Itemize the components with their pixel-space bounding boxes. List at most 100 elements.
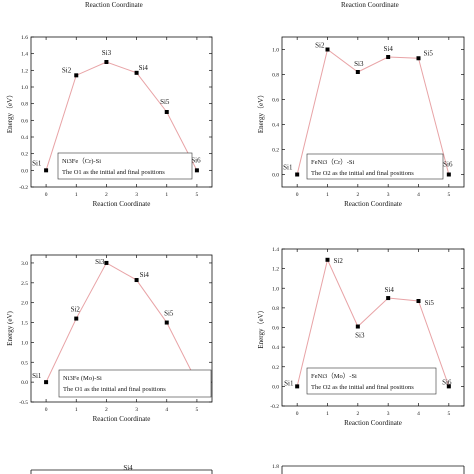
point-label: Si1 — [32, 372, 42, 380]
plot-frame — [281, 36, 465, 188]
y-axis-label: Energy（eV） — [6, 91, 14, 133]
y-tick-label: 1.5 — [21, 321, 28, 327]
y-axis-label: Energy (eV) — [6, 311, 14, 346]
x-tick-label: 1 — [75, 407, 78, 413]
legend-subtitle: The O1 as the initial and final position… — [62, 169, 165, 176]
point-label: Si1 — [32, 159, 42, 167]
legend-box — [306, 367, 437, 395]
x-tick-label: 3 — [135, 407, 138, 413]
data-point — [446, 384, 451, 389]
y-tick-label: 2.5 — [21, 281, 28, 287]
y-tick-label: 1.0 — [272, 48, 279, 54]
point-label: Si3 — [354, 60, 364, 68]
legend-title: Ni3Fe (Mo)-Si — [63, 375, 102, 382]
y-axis-label: Energy（eV） — [257, 306, 265, 348]
x-axis-label: Reaction Coordinate — [93, 415, 151, 423]
x-tick-label: 4 — [417, 411, 420, 417]
point-label: Si4 — [384, 286, 394, 294]
x-axis-label: Reaction Coordinate — [93, 200, 151, 208]
y-tick-label: 0.4 — [21, 135, 28, 141]
y-tick-label: 0.5 — [21, 360, 28, 366]
point-label: Si3 — [95, 258, 105, 266]
point-label: Si1 — [283, 164, 293, 172]
legend-title: Ni3Fe（Cr)-Si — [62, 157, 101, 165]
point-label: Si1 — [284, 379, 294, 387]
x-tick-label: 4 — [417, 192, 420, 198]
x-tick-label: 5 — [447, 192, 450, 198]
chart-panel-4: -0.2 0.0 0.2 0.4 0.6 0.8 1.0 1.2 1.4 0 1 2 3 4 5 Reacti… — [257, 247, 465, 427]
data-point — [134, 278, 139, 283]
point-label: Si2 — [334, 257, 344, 265]
x-tick-label: 2 — [105, 407, 108, 413]
data-point — [134, 70, 139, 75]
chart-panel-1: -0.2 0.0 0.2 0.4 0.6 0.8 1.0 1.2 1.4 1.6 0 1 2 3 1 5 Rea… — [6, 35, 213, 208]
y-tick-label: 2.0 — [21, 301, 28, 307]
chart-panel-3: -0.5 0.0 0.5 1.0 1.5 2.0 2.5 3.0 0 1 2 3 4 5 Reaction … — [6, 254, 213, 423]
x-tick-label: 4 — [165, 407, 168, 413]
point-label: Si6 — [191, 156, 201, 164]
legend-box — [58, 369, 212, 398]
x-tick-label: 1 — [75, 192, 78, 198]
data-point — [416, 299, 421, 304]
y-tick-label: 0.8 — [272, 306, 279, 312]
y-tick-label: 0.0 — [272, 384, 279, 390]
y-tick-label: 0.6 — [272, 326, 279, 332]
energy-line — [296, 258, 450, 387]
y-tick-label: 1.0 — [272, 286, 279, 292]
data-point — [355, 70, 360, 74]
legend-box — [306, 153, 444, 180]
data-point — [194, 168, 199, 173]
legend-title: FeNi3（Mo）-Si — [311, 372, 357, 380]
x-axis-label: Reaction Coordinate — [344, 419, 402, 427]
point-label: Si5 — [424, 49, 434, 57]
data-point — [74, 316, 79, 321]
legend-title: FeNi3（Cr）-Si — [311, 158, 355, 166]
point-label: Si4 — [140, 271, 150, 279]
y-tick-label: 3.0 — [21, 261, 28, 267]
point-label: Si2 — [71, 306, 81, 314]
data-point — [386, 55, 391, 59]
point-label: Si3 — [102, 49, 112, 57]
partial-y-tick-label: 1.8 — [272, 464, 279, 470]
y-tick-label: 0.0 — [21, 168, 28, 174]
data-point — [355, 324, 360, 329]
point-label: Si5 — [160, 98, 170, 106]
legend-subtitle: The O2 as the initial and final position… — [311, 384, 414, 391]
bottom-row-partial: Si4 1.8 — [30, 464, 465, 474]
y-tick-label: 1.0 — [21, 340, 28, 346]
y-tick-label: 0.8 — [21, 102, 28, 108]
data-point — [44, 168, 49, 173]
y-tick-label: 1.2 — [21, 68, 28, 74]
y-axis-label: Energy（eV） — [257, 91, 265, 133]
data-point — [295, 384, 300, 389]
data-point — [164, 110, 169, 114]
point-label: Si4 — [139, 64, 149, 72]
data-point — [104, 60, 109, 64]
y-tick-label: 0.0 — [21, 380, 28, 386]
x-tick-label: 0 — [45, 407, 48, 413]
x-tick-label: 2 — [105, 192, 108, 198]
plot-frame — [30, 36, 213, 188]
top-right-axis-label: Reaction Coordinate — [341, 1, 399, 9]
x-tick-label: 5 — [447, 411, 450, 417]
energy-line — [296, 48, 450, 175]
y-tick-label: 1.6 — [21, 35, 28, 41]
x-tick-label: 5 — [196, 192, 199, 198]
x-tick-label: 3 — [135, 192, 138, 198]
x-tick-label: 5 — [196, 407, 199, 413]
point-label: Si4 — [383, 45, 393, 53]
x-tick-label: 0 — [296, 411, 299, 417]
legend-box — [57, 152, 193, 180]
plot-frame — [30, 254, 213, 403]
point-label: Si5 — [164, 310, 174, 318]
y-tick-label: -0.2 — [19, 185, 28, 191]
y-tick-label: 0.2 — [272, 148, 279, 154]
y-tick-label: 0.6 — [21, 118, 28, 124]
data-point — [295, 172, 300, 177]
x-tick-label: 1 — [165, 192, 168, 198]
chart-panel-2: 0.0 0.2 0.4 0.6 0.8 1.0 0 1 2 3 4 5 Reaction Coordin… — [257, 36, 465, 208]
data-point — [325, 47, 330, 52]
energy-line — [45, 262, 198, 383]
energy-line — [45, 61, 198, 171]
x-tick-label: 1 — [326, 411, 329, 417]
